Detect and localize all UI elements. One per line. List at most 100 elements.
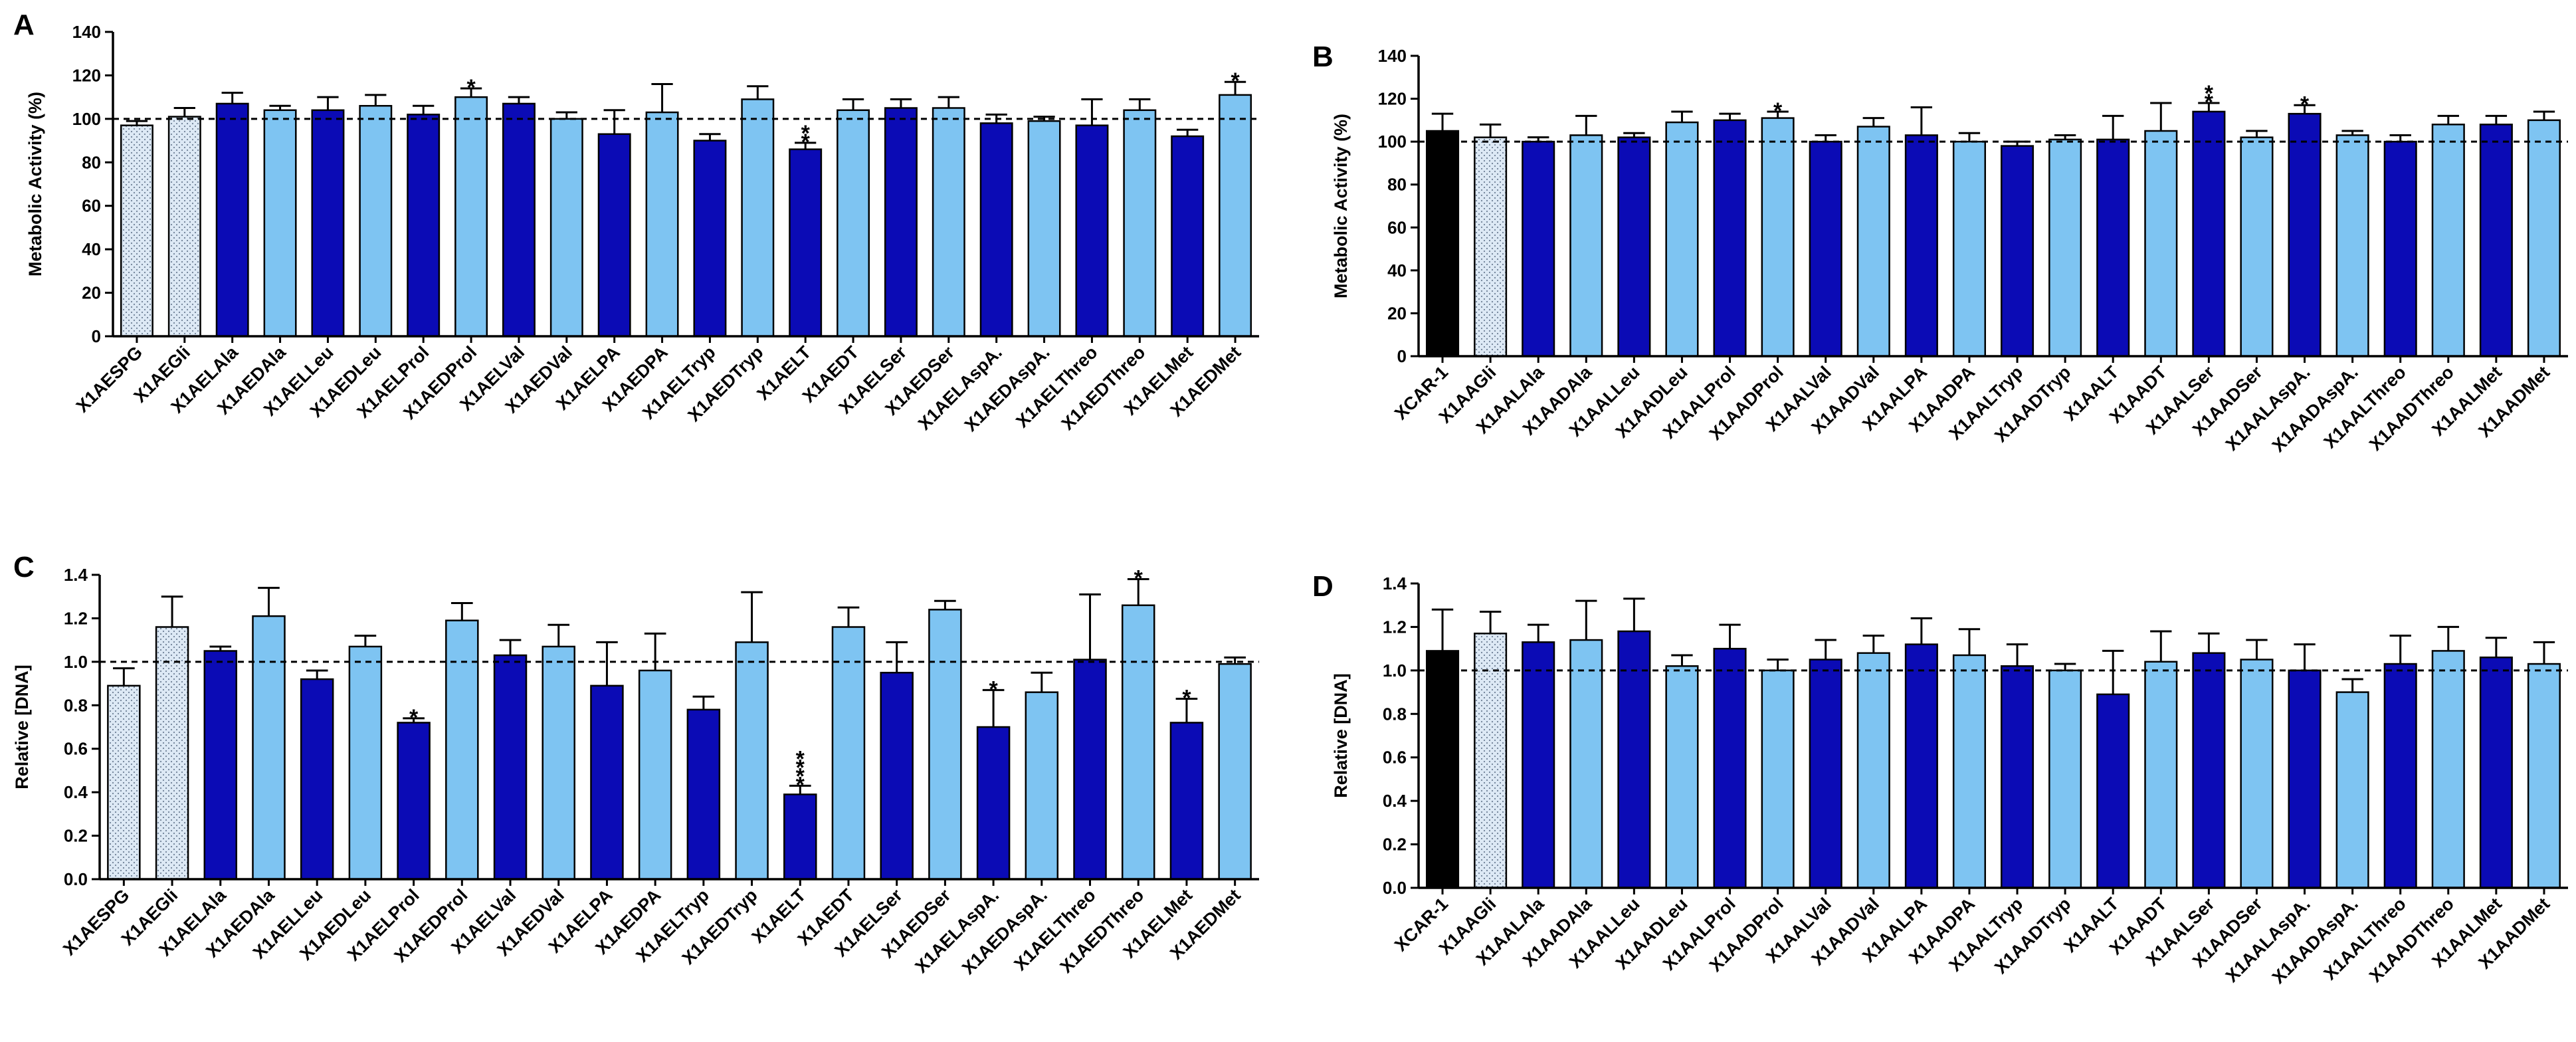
panel-a-category-label: X1AEDThreo [1058,342,1149,434]
panel-c-bar [783,793,817,881]
panel-c-bar [252,615,286,881]
panel-b-bar [1522,140,1555,358]
panel-a-letter: A [13,9,35,41]
panel-b-bar [1569,134,1603,358]
panel-c-y-axis-title: Relative [DNA] [12,665,32,789]
panel-d-bar [1426,650,1460,889]
panel-d-bar [2096,693,2130,889]
panel-a-bar [932,107,965,338]
panel-b-y-tick-label: 100 [1378,132,1407,152]
panel-a-bar [120,124,153,338]
panel-d-bar [1474,632,1508,889]
panel-c-category-label: X1AEDAspA. [958,885,1051,978]
panel-c-bar [1073,659,1107,881]
panel-b-y-tick-label: 20 [1387,303,1407,323]
panel-b-bar [1474,136,1508,358]
panel-c-bar [300,678,334,881]
panel-d-bar [2335,691,2369,889]
panel-d-y-tick-label: 0.8 [1383,704,1407,724]
panel-a-chart: A Metabolic Activity (%) 0 20 40 60 80 100 120 1… [13,9,1259,435]
panel-d-bar [1522,641,1555,889]
panel-b-bar [2048,138,2082,358]
panel-c-significance-label: * [989,677,998,702]
panel-d-bar [1569,639,1603,889]
panel-a-bar [1219,94,1252,338]
panel-d-category-label: X1AADAspA. [2268,894,2362,988]
panel-b-category-label: X1AALAspA. [2222,362,2314,455]
panel-d-bar [1952,654,1986,889]
panel-c-bar [445,619,479,881]
panel-c-bar [1218,663,1252,881]
panel-a-significance-label: ** [801,121,811,155]
panel-c-y-tick-label: 0.6 [64,739,88,759]
panel-b-bar [2240,136,2274,358]
panel-d-bar [1713,647,1747,889]
panel-c-bar [1121,604,1155,881]
panel-b-bar [2335,134,2369,358]
panel-b-y-tick-label: 140 [1378,46,1407,66]
panel-a-bar [884,107,918,338]
panel-c-bar [107,684,141,881]
panel-c-bar [493,654,528,881]
panel-c-bar [1169,722,1204,881]
panel-b-bar [1904,134,1938,358]
panel-c-bar [831,626,866,881]
panel-c-bar [155,626,189,881]
panel-d-y-tick-label: 1.0 [1383,661,1407,680]
panel-c-y-tick-label: 1.4 [64,565,88,585]
panel-c-bar [590,684,624,881]
panel-b-bar [2383,140,2417,358]
panel-b-y-tick-label: 80 [1387,175,1407,195]
panel-a-y-tick-label: 80 [82,152,101,172]
panel-b-y-tick-label: 120 [1378,89,1407,109]
panel-a-bar [1171,135,1205,338]
panel-a-bar [263,109,297,338]
panel-a-y-tick-label: 120 [72,65,101,85]
panel-c-category-label: X1AESPG [59,885,133,959]
panel-c-y-tick-label: 0.8 [64,695,88,715]
panel-a-bar [1123,109,1157,338]
panel-b-chart: B Metabolic Activity (%) 0 20 40 60 80 100 120 1… [1312,41,2568,456]
panel-d-y-tick-label: 1.4 [1383,573,1407,593]
panel-b-significance-label: * [1773,98,1783,124]
panel-c-bar [928,609,962,881]
panel-c-category-label: X1AEDThreo [1056,885,1148,977]
panel-d-y-tick-label: 1.2 [1383,617,1407,637]
panel-d-bar [1761,669,1795,889]
panel-c-bar [348,645,383,881]
panel-a-bar [741,98,775,338]
panel-d-bar [2383,663,2417,889]
panel-c-bar [638,669,672,881]
panel-b-bar [2431,124,2465,358]
panel-a-bar [645,111,679,338]
panel-a-bar [454,96,488,338]
panel-b-significance-label: * [2300,92,2310,117]
panel-c-letter: C [13,551,35,583]
panel-a-bar [407,114,441,338]
panel-b-y-axis-title: Metabolic Activity (%) [1331,114,1351,298]
panel-d-y-tick-label: 0.6 [1383,748,1407,768]
panel-d-category-label: X1AADThreo [2365,894,2458,986]
panel-d-bar [2431,650,2465,889]
panel-c-significance-label: * [409,705,419,730]
panel-b-bar [2288,112,2322,358]
panel-d-bar [1617,630,1651,889]
panel-a-category-label: X1AEDAspA. [961,342,1054,435]
panel-b-category-label: X1AADThreo [2365,362,2458,455]
panel-a-bar [693,140,727,338]
panel-c-bar [1025,691,1059,881]
panel-d-category-label: X1AALAspA. [2222,894,2314,986]
panel-b-bar [2527,119,2561,358]
panel-d-bar [1856,652,1890,889]
panel-c-bar [542,645,575,881]
panel-b-bar [2096,138,2130,358]
panel-d-bar [2192,652,2226,889]
panel-c-significance-label: **** [796,746,805,797]
panel-a-bar [502,102,536,338]
panel-d-bar [2527,663,2561,889]
panel-c-bar [880,671,914,881]
panel-a-bar [549,118,583,338]
panel-a-category-label: X1AESPG [72,342,146,416]
panel-a-bar [979,122,1013,338]
